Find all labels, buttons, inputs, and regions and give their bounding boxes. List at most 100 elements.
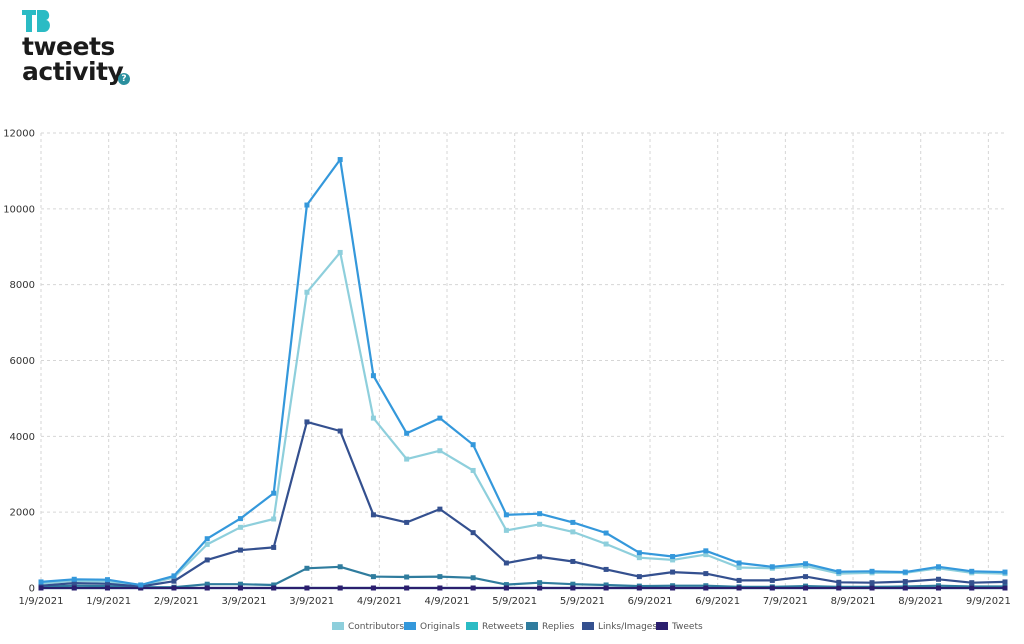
data-point-links-images bbox=[271, 544, 277, 550]
data-point-links-images bbox=[969, 580, 975, 586]
data-point-tweets bbox=[636, 585, 642, 591]
data-point-tweets bbox=[836, 585, 842, 591]
data-point-originals bbox=[470, 442, 476, 448]
data-point-links-images bbox=[470, 530, 476, 536]
data-point-replies bbox=[404, 574, 410, 580]
legend-swatch bbox=[404, 622, 416, 630]
x-tick-label: 5/9/2021 bbox=[492, 596, 537, 607]
x-tick-label: 6/9/2021 bbox=[628, 596, 673, 607]
legend-item-retweets[interactable]: Retweets bbox=[466, 622, 524, 632]
data-point-originals bbox=[736, 560, 742, 566]
data-point-tweets bbox=[570, 585, 576, 591]
data-point-tweets bbox=[237, 585, 243, 591]
data-point-contributors bbox=[736, 565, 742, 571]
data-point-replies bbox=[470, 575, 476, 581]
data-point-contributors bbox=[537, 521, 543, 527]
data-point-contributors bbox=[670, 557, 676, 563]
y-tick-label: 4000 bbox=[10, 432, 35, 443]
legend-item-replies[interactable]: Replies bbox=[526, 622, 574, 632]
series-line-originals bbox=[40, 158, 1006, 587]
data-point-contributors bbox=[703, 552, 709, 558]
data-point-links-images bbox=[104, 581, 110, 587]
legend-item-contributors[interactable]: Contributors bbox=[332, 622, 404, 632]
help-icon[interactable]: ? bbox=[118, 73, 130, 85]
data-point-links-images bbox=[736, 577, 742, 583]
data-point-tweets bbox=[736, 585, 742, 591]
y-tick-label: 2000 bbox=[10, 508, 35, 519]
data-point-links-images bbox=[537, 554, 543, 560]
legend-swatch bbox=[526, 622, 538, 630]
data-point-contributors bbox=[204, 541, 210, 547]
title-line-1: tweets bbox=[22, 32, 115, 61]
data-point-originals bbox=[38, 579, 44, 585]
y-tick-label: 6000 bbox=[10, 356, 35, 367]
data-point-originals bbox=[969, 568, 975, 574]
data-point-contributors bbox=[404, 456, 410, 462]
chart-legend: Contributors Originals Retweets Replies Link… bbox=[0, 622, 1024, 636]
data-point-originals bbox=[404, 430, 410, 436]
data-point-links-images bbox=[769, 577, 775, 583]
data-point-originals bbox=[869, 568, 875, 574]
data-point-links-images bbox=[171, 578, 177, 584]
data-point-tweets bbox=[470, 585, 476, 591]
x-tick-label: 9/9/2021 bbox=[966, 596, 1011, 607]
data-point-links-images bbox=[237, 547, 243, 553]
data-point-tweets bbox=[104, 585, 110, 591]
data-point-replies bbox=[337, 564, 343, 570]
legend-label: Originals bbox=[420, 622, 460, 632]
data-point-links-images bbox=[570, 558, 576, 564]
x-tick-label: 7/9/2021 bbox=[763, 596, 808, 607]
data-point-contributors bbox=[437, 448, 443, 454]
series-line-contributors bbox=[40, 251, 1006, 587]
x-tick-label: 2/9/2021 bbox=[154, 596, 199, 607]
data-point-originals bbox=[271, 490, 277, 496]
x-tick-label: 3/9/2021 bbox=[222, 596, 267, 607]
data-point-links-images bbox=[404, 519, 410, 525]
data-point-replies bbox=[304, 565, 310, 571]
data-point-tweets bbox=[670, 585, 676, 591]
data-point-originals bbox=[537, 511, 543, 517]
legend-item-tweets[interactable]: Tweets bbox=[656, 622, 703, 632]
data-point-links-images bbox=[71, 580, 77, 586]
brand-logo bbox=[22, 10, 50, 32]
data-point-originals bbox=[836, 569, 842, 575]
data-point-tweets bbox=[603, 585, 609, 591]
data-point-tweets bbox=[969, 585, 975, 591]
data-point-contributors bbox=[237, 524, 243, 530]
data-point-links-images bbox=[869, 580, 875, 586]
data-point-tweets bbox=[204, 585, 210, 591]
data-point-originals bbox=[670, 554, 676, 560]
data-point-contributors bbox=[503, 527, 509, 533]
data-point-originals bbox=[703, 548, 709, 554]
data-point-contributors bbox=[470, 467, 476, 473]
series-line-links-images bbox=[40, 420, 1006, 588]
y-tick-label: 8000 bbox=[10, 280, 35, 291]
legend-swatch bbox=[582, 622, 594, 630]
legend-swatch bbox=[656, 622, 668, 630]
title-line-2: activity bbox=[22, 57, 124, 86]
x-tick-label: 1/9/2021 bbox=[86, 596, 131, 607]
data-point-links-images bbox=[503, 560, 509, 566]
data-point-contributors bbox=[304, 289, 310, 295]
data-point-links-images bbox=[603, 566, 609, 572]
data-point-originals bbox=[237, 516, 243, 522]
legend-label: Replies bbox=[542, 622, 575, 632]
data-point-tweets bbox=[703, 585, 709, 591]
data-point-replies bbox=[503, 582, 509, 588]
data-point-links-images bbox=[1002, 579, 1008, 585]
data-point-links-images bbox=[803, 574, 809, 580]
data-point-originals bbox=[769, 564, 775, 570]
legend-item-originals[interactable]: Originals bbox=[404, 622, 460, 632]
data-point-links-images bbox=[902, 579, 908, 585]
legend-item-links-images[interactable]: Links/Images bbox=[582, 622, 657, 632]
data-point-replies bbox=[603, 582, 609, 588]
x-tick-label: 1/9/2021 bbox=[19, 596, 64, 607]
data-point-originals bbox=[370, 373, 376, 379]
data-point-tweets bbox=[171, 585, 177, 591]
legend-swatch bbox=[332, 622, 344, 630]
data-point-originals bbox=[337, 157, 343, 163]
data-point-tweets bbox=[437, 585, 443, 591]
data-point-tweets bbox=[337, 585, 343, 591]
data-point-tweets bbox=[902, 585, 908, 591]
x-tick-label: 5/9/2021 bbox=[560, 596, 605, 607]
